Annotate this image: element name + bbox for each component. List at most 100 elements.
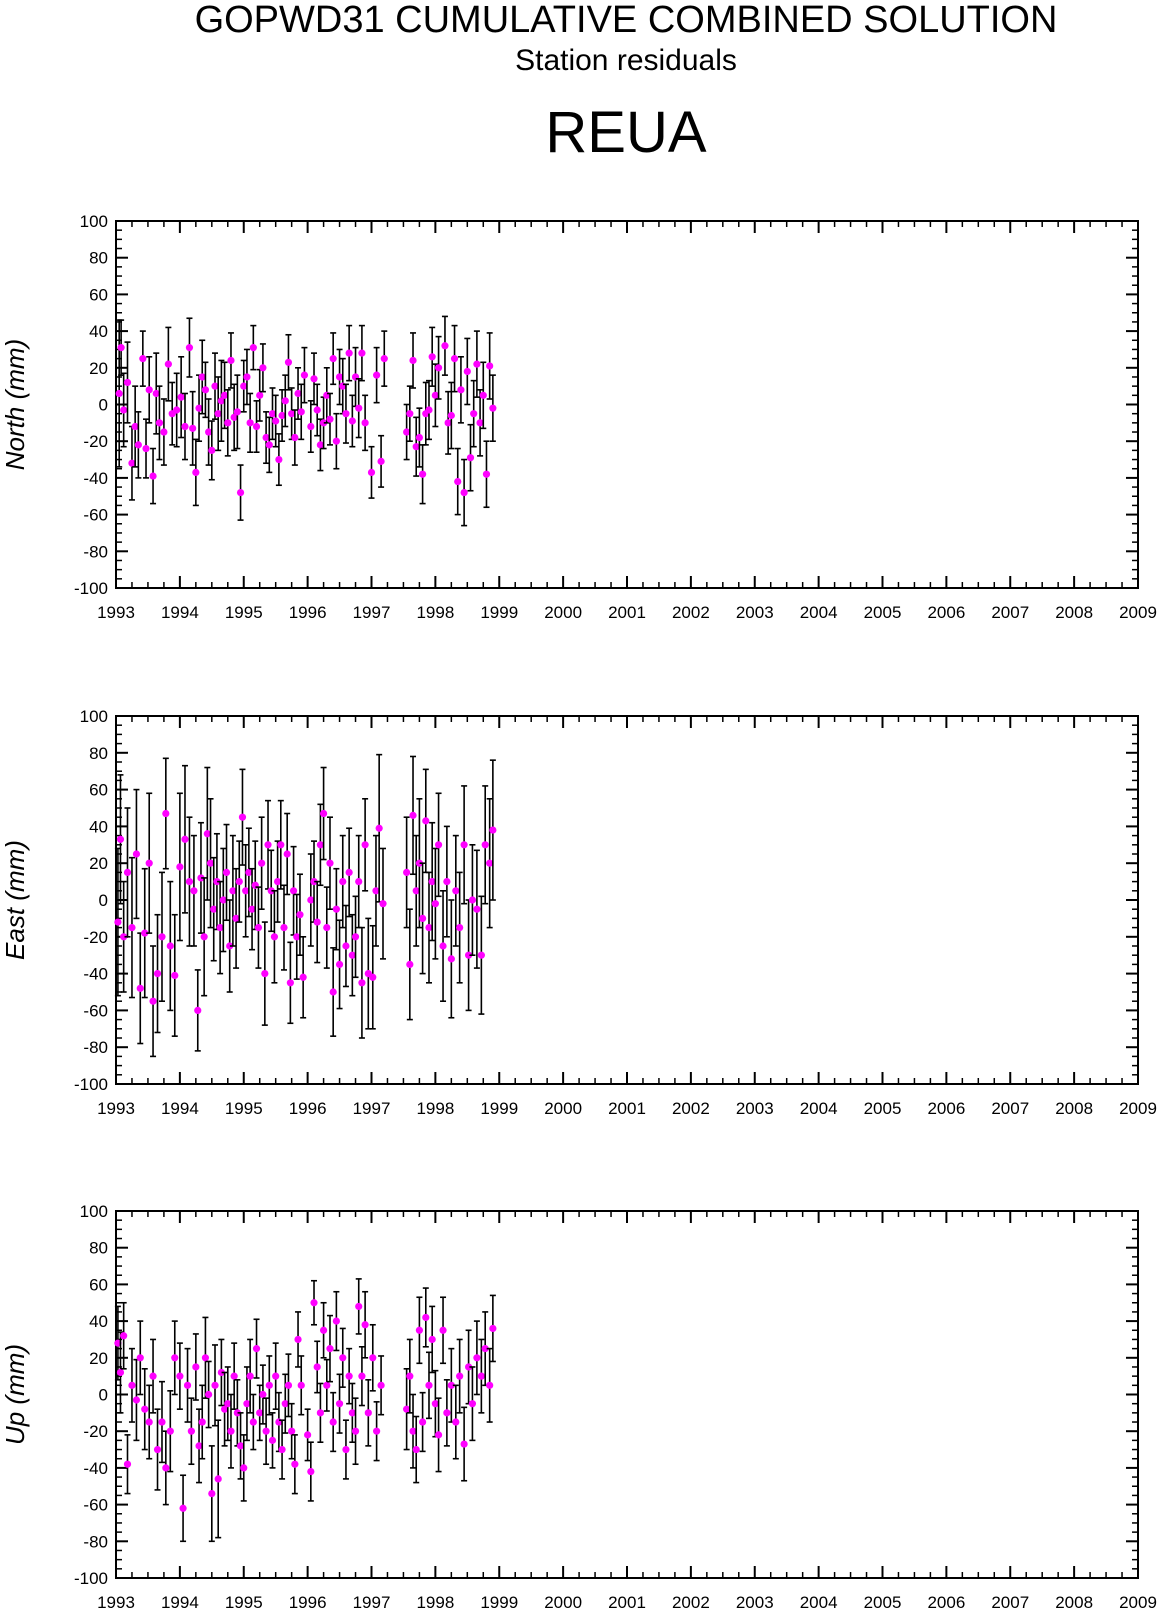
data-point [348, 1409, 356, 1417]
data-point [155, 419, 164, 427]
x-tick-label: 2002 [672, 1593, 710, 1612]
x-tick-label: 1995 [225, 603, 263, 622]
data-point [211, 1381, 219, 1389]
data-point [120, 933, 128, 941]
data-point [313, 918, 321, 926]
data-point [286, 979, 294, 987]
data-point [220, 391, 229, 399]
data-point [345, 349, 353, 357]
data-point [377, 457, 385, 465]
data-point [227, 356, 235, 365]
data-point [205, 428, 213, 436]
data-point [323, 924, 331, 932]
x-tick-label: 2007 [991, 603, 1029, 622]
data-point [428, 353, 436, 361]
data-point [294, 389, 302, 398]
data-point [304, 1431, 312, 1439]
data-point [468, 1400, 477, 1408]
data-point [339, 1354, 347, 1362]
data-point [254, 924, 263, 932]
data-point [208, 1489, 216, 1498]
data-point [373, 1427, 381, 1435]
data-point [278, 1445, 286, 1454]
y-tick-label: 80 [89, 1239, 108, 1258]
x-tick-label: 2000 [544, 1099, 582, 1118]
data-point [272, 1372, 280, 1380]
data-point [183, 1381, 192, 1389]
data-point [380, 355, 388, 363]
data-point [466, 454, 475, 462]
data-point [489, 826, 497, 834]
x-tick-label: 1998 [416, 1099, 454, 1118]
data-point [447, 955, 455, 963]
data-point [355, 1302, 363, 1311]
data-point [256, 391, 264, 399]
x-tick-label: 1994 [161, 1593, 199, 1612]
data-point [259, 364, 267, 372]
data-point [329, 988, 337, 996]
data-point [332, 905, 340, 913]
data-point [489, 404, 497, 412]
data-point [415, 433, 424, 442]
data-point [355, 404, 363, 412]
data-point [141, 929, 149, 937]
data-point [220, 1405, 229, 1413]
data-point [479, 391, 487, 399]
data-point [486, 362, 494, 370]
x-tick-label: 2005 [864, 1593, 902, 1612]
data-point [443, 1409, 451, 1417]
data-point [224, 419, 232, 427]
x-tick-label: 2004 [800, 1593, 838, 1612]
data-point [145, 859, 153, 867]
data-point [166, 942, 174, 950]
y-tick-label: -100 [74, 1569, 108, 1588]
data-point [136, 984, 144, 992]
x-tick-label: 2006 [927, 1099, 965, 1118]
data-point [195, 404, 203, 412]
data-point [232, 914, 240, 923]
data-point [358, 1372, 366, 1380]
data-point [214, 1475, 222, 1483]
figure-title: GOPWD31 CUMULATIVE COMBINED SOLUTION [195, 0, 1058, 41]
x-tick-label: 2009 [1119, 1593, 1157, 1612]
x-tick-label: 1998 [416, 603, 454, 622]
data-point [224, 1400, 232, 1408]
data-point [265, 441, 273, 449]
data-point [348, 417, 356, 425]
data-point [185, 878, 194, 886]
data-point [258, 859, 266, 867]
data-point [444, 419, 452, 427]
data-point [259, 1390, 267, 1399]
data-point [419, 470, 427, 478]
x-tick-label: 2002 [672, 603, 710, 622]
data-point [278, 411, 286, 420]
x-tick-label: 1996 [289, 1593, 327, 1612]
x-tick-label: 1997 [353, 1593, 391, 1612]
x-tick-label: 1993 [97, 1099, 135, 1118]
data-point [434, 364, 443, 372]
data-point [264, 841, 272, 849]
data-point [249, 344, 257, 352]
data-point [310, 375, 318, 383]
x-tick-label: 1994 [161, 1099, 199, 1118]
data-point [214, 410, 222, 418]
y-tick-label: -60 [83, 1001, 108, 1020]
data-point [361, 1321, 369, 1329]
data-point [270, 933, 279, 941]
data-point [464, 1363, 473, 1371]
data-point [434, 841, 443, 849]
data-point [425, 406, 433, 414]
data-point [249, 1418, 257, 1426]
data-point [123, 1460, 132, 1468]
data-point [268, 410, 277, 418]
data-point [173, 406, 181, 414]
plot-frame [115, 220, 1139, 589]
data-point [243, 373, 251, 381]
data-point [227, 1427, 235, 1435]
data-point [181, 422, 189, 431]
data-point [323, 1381, 331, 1389]
x-tick-label: 2009 [1119, 1099, 1157, 1118]
data-point [158, 1418, 166, 1426]
data-point [460, 841, 468, 849]
